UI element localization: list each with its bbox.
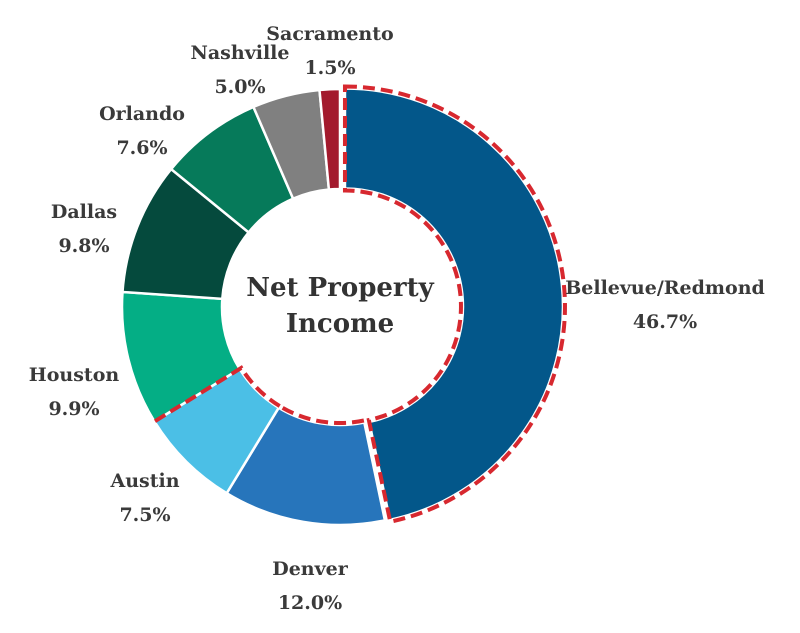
- slice-label: Austin: [109, 470, 179, 492]
- slice-label: Nashville: [191, 42, 290, 64]
- center-label-line-1: Net Property: [246, 273, 434, 303]
- slice-label: Houston: [29, 364, 120, 386]
- highlight-outline-denver: [278, 404, 365, 425]
- highlight-outline-bellevue-redmond: [342, 84, 567, 525]
- slice-label: Sacramento: [266, 23, 393, 45]
- slice-value-label: 9.9%: [48, 398, 99, 420]
- slice-value-label: 12.0%: [278, 592, 342, 614]
- slice-sacramento: [318, 87, 342, 191]
- slice-value-label: 46.7%: [633, 311, 697, 333]
- slice-label: Denver: [272, 558, 349, 580]
- highlight-outline-austin: [153, 365, 281, 424]
- slice-label: Bellevue/Redmond: [565, 277, 765, 299]
- slice-value-label: 1.5%: [304, 57, 355, 79]
- slice-value-label: 5.0%: [214, 76, 265, 98]
- slice-value-label: 7.6%: [116, 137, 167, 159]
- slice-label: Orlando: [99, 103, 185, 125]
- center-label-line-2: Income: [286, 309, 394, 339]
- slice-label: Dallas: [51, 201, 117, 223]
- slice-value-label: 9.8%: [58, 235, 109, 257]
- slice-value-label: 7.5%: [119, 504, 170, 526]
